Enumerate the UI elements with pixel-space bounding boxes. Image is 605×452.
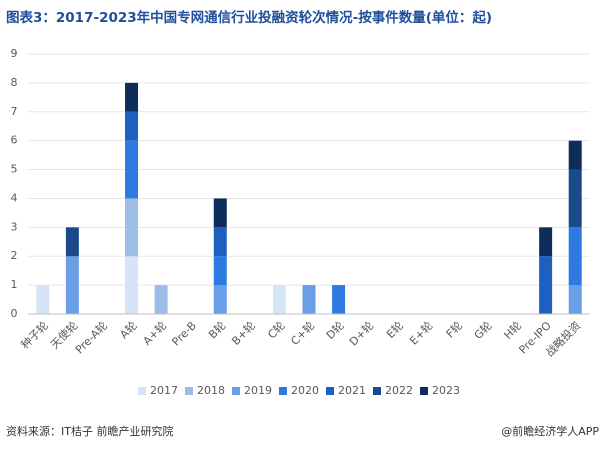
legend-label: 2022	[385, 384, 413, 397]
x-tick-label: C+轮	[288, 318, 318, 348]
bar-segment	[332, 285, 346, 314]
y-tick-label: 0	[11, 307, 18, 320]
bar-segment	[568, 227, 582, 286]
x-tick-label: A+轮	[140, 318, 170, 348]
credit: @前瞻经济学人APP	[501, 424, 599, 438]
legend-label: 2017	[150, 384, 178, 397]
bar-segment	[302, 285, 316, 314]
y-tick-label: 7	[11, 105, 18, 118]
y-tick-label: 9	[11, 47, 18, 60]
x-tick-label: G轮	[471, 318, 495, 342]
source: 资料来源：IT桔子 前瞻产业研究院	[6, 424, 173, 438]
legend-swatch	[232, 387, 240, 395]
x-tick-label: E+轮	[406, 318, 435, 347]
bar-segment	[568, 169, 582, 228]
legend-label: 2018	[197, 384, 225, 397]
legend-label: 2019	[244, 384, 272, 397]
legend-label: 2023	[432, 384, 460, 397]
chart-title: 图表3：2017-2023年中国专网通信行业投融资轮次情况-按事件数量(单位：起…	[6, 9, 492, 26]
legend-swatch	[279, 387, 287, 395]
x-tick-label: H轮	[501, 318, 525, 342]
x-tick-label: D+轮	[346, 318, 376, 348]
bar-segment	[213, 198, 227, 228]
bar-segment	[539, 227, 553, 257]
x-tick-label: Pre-A轮	[72, 318, 110, 356]
y-tick-label: 6	[11, 134, 18, 147]
y-tick-label: 1	[11, 278, 18, 291]
x-tick-label: A轮	[117, 318, 140, 341]
bar-segment	[125, 82, 139, 112]
bar-segment	[125, 111, 139, 141]
x-tick-label: Pre-B	[169, 319, 198, 348]
legend-swatch	[373, 387, 381, 395]
legend-swatch	[185, 387, 193, 395]
bar-segment	[272, 285, 286, 314]
legend-label: 2020	[291, 384, 319, 397]
bar-segment	[539, 256, 553, 314]
bar-segment	[125, 256, 139, 314]
bar-segment	[65, 227, 79, 257]
legend-label: 2021	[338, 384, 366, 397]
bar-segment	[65, 256, 79, 314]
bar-segment	[36, 285, 50, 314]
y-tick-label: 3	[11, 220, 18, 233]
x-tick-label: C轮	[265, 318, 288, 341]
x-tick-label: B轮	[205, 318, 228, 341]
x-tick-label: D轮	[323, 318, 347, 342]
bar-segment	[125, 140, 139, 199]
bar-segment	[213, 285, 227, 314]
bar-segment	[568, 140, 582, 170]
bar-segment	[213, 256, 227, 286]
y-tick-label: 2	[11, 249, 18, 262]
legend-swatch	[138, 387, 146, 395]
x-tick-label: F轮	[443, 318, 465, 340]
x-tick-label: E轮	[383, 318, 406, 341]
legend-swatch	[326, 387, 334, 395]
y-tick-label: 5	[11, 163, 18, 176]
legend-swatch	[420, 387, 428, 395]
bar-segment	[125, 198, 139, 257]
y-tick-label: 8	[11, 76, 18, 89]
x-tick-label: B+轮	[229, 318, 259, 348]
y-tick-label: 4	[11, 191, 18, 204]
bar-segment	[213, 227, 227, 257]
bar-segment	[154, 285, 168, 314]
x-tick-label: 种子轮	[18, 318, 51, 351]
bar-segment	[568, 285, 582, 314]
